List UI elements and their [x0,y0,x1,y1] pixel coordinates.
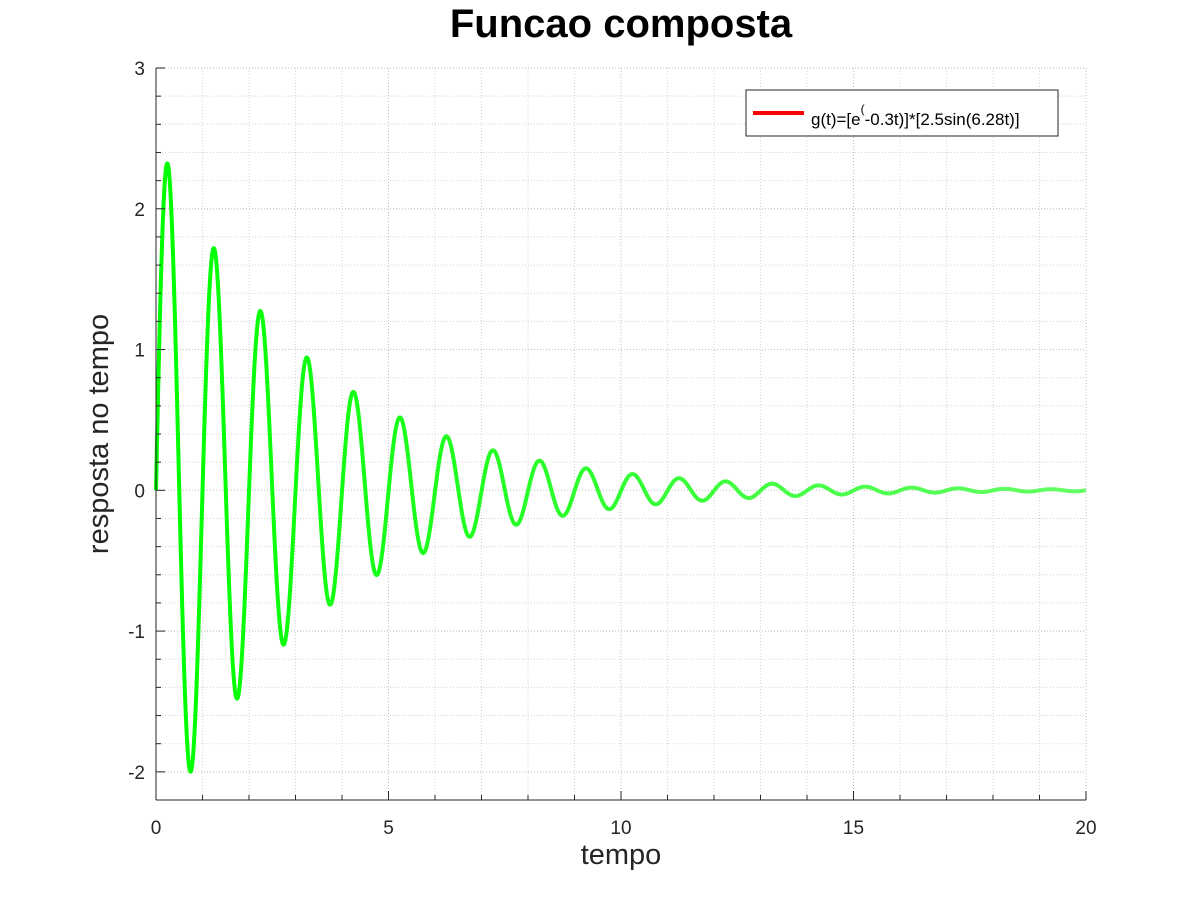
x-tick-label: 15 [843,818,864,839]
x-tick-label: 0 [151,818,162,839]
y-axis-label: resposta no tempo [83,314,115,554]
y-tick-label: 0 [134,481,145,502]
y-tick-label: -2 [128,763,145,784]
y-tick-label: 1 [134,341,145,362]
legend-label-exponent: -0.3t)]*[2.5sin(6.28t)] [865,110,1020,129]
axes [155,67,1087,801]
y-tick-label: 2 [134,200,145,221]
legend: g(t)=[e(-0.3t)]*[2.5sin(6.28t)] [745,89,1059,137]
y-tick-label: -1 [128,622,145,643]
series-line [154,161,1088,774]
legend-label-superscript: ( [861,102,865,116]
x-tick-label: 10 [610,818,631,839]
tick-labels: 0 5 10 15 20 -2 -1 0 1 2 3 [128,59,1096,839]
x-tick-label: 20 [1075,818,1096,839]
y-tick-label: 3 [134,59,145,80]
chart-title: Funcao composta [450,2,793,46]
series-layer [154,161,1088,774]
legend-label-base: g(t)=[e [811,110,861,129]
x-axis-label: tempo [581,839,662,871]
x-tick-label: 5 [383,818,394,839]
legend-label: g(t)=[e(-0.3t)]*[2.5sin(6.28t)] [811,102,1020,129]
